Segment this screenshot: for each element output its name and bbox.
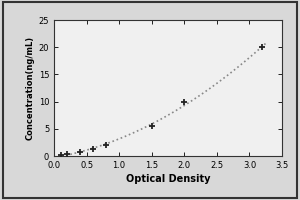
X-axis label: Optical Density: Optical Density xyxy=(126,174,210,184)
Y-axis label: Concentration(ng/mL): Concentration(ng/mL) xyxy=(26,36,34,140)
